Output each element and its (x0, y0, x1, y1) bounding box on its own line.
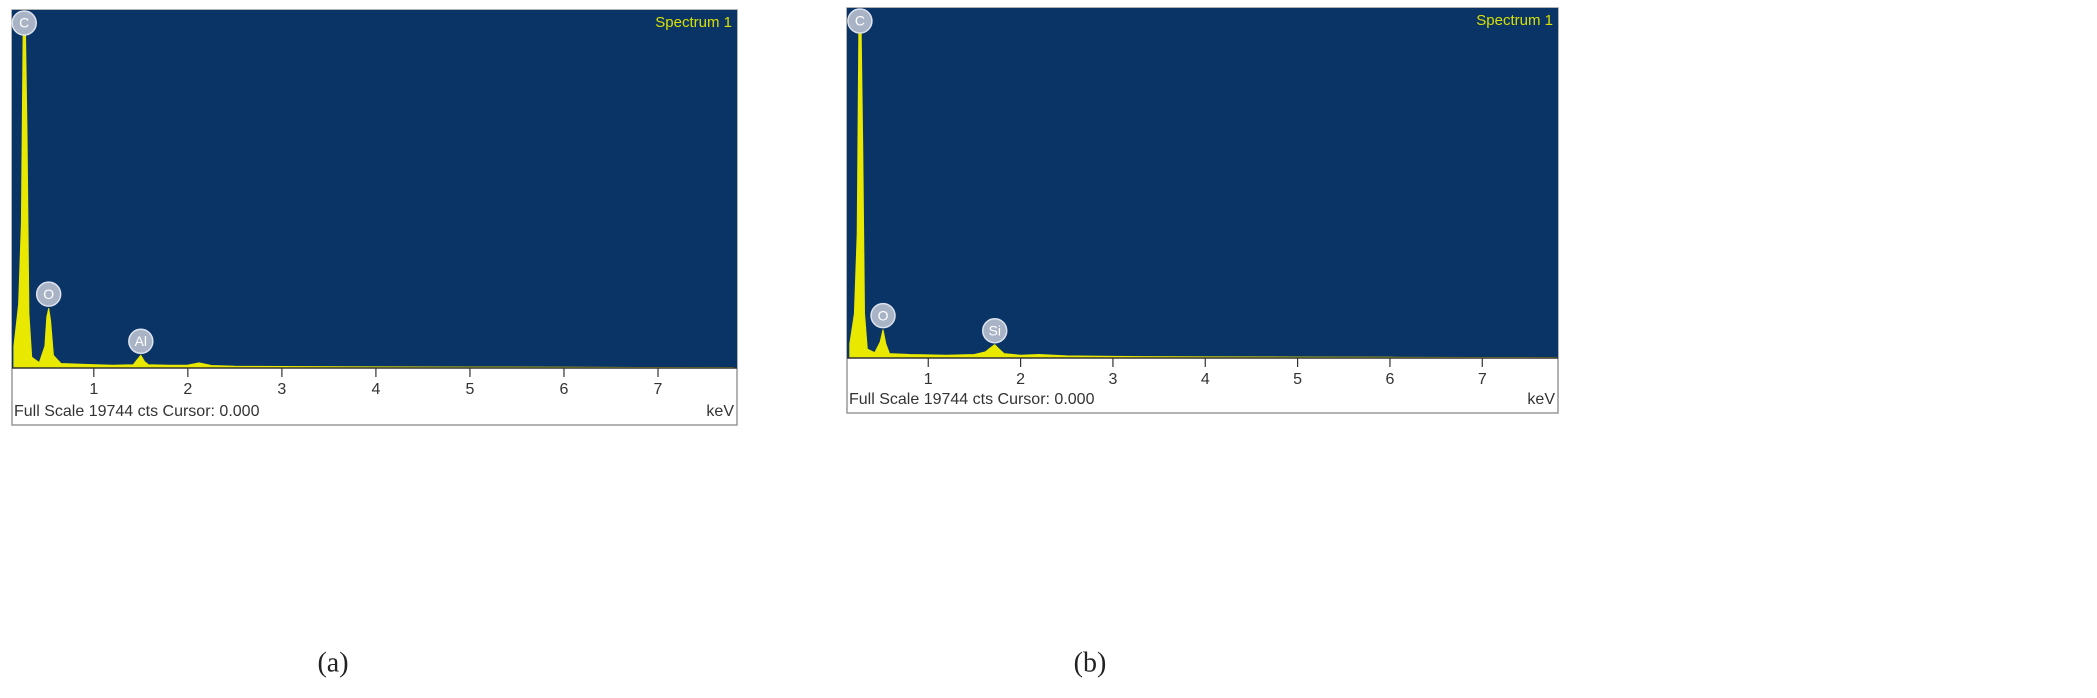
x-tick-label: 5 (1293, 371, 1302, 388)
spectrum-panel: 1 2 3 4 5 6 7 Spectrum 1 Full Scale 19744 cts Cu… (11, 9, 738, 678)
plot-area (847, 8, 1558, 358)
peak-badge (981, 317, 1008, 344)
peak-badge (847, 8, 873, 34)
x-axis-label: keV (1527, 391, 1555, 408)
x-axis-label: keV (706, 403, 734, 420)
x-tick-label: 1 (89, 381, 98, 398)
x-tick-label: 2 (183, 381, 192, 398)
peak-label: C (19, 15, 29, 31)
x-tick-label: 7 (654, 381, 663, 398)
caption: (a) (317, 647, 348, 678)
footer-text: Full Scale 19744 cts Cursor: 0.000 (849, 391, 1095, 408)
x-tick-label: 3 (277, 381, 286, 398)
peak-label: O (878, 307, 889, 323)
x-tick-label: 5 (465, 381, 474, 398)
peak-badge (11, 10, 37, 36)
spectrum-panel: 1 2 3 4 5 6 7 Spectrum 1 Full Scale 19744 cts Cu… (846, 7, 1559, 678)
peak-label: C (855, 13, 865, 29)
x-tick-label: 3 (1108, 371, 1117, 388)
x-tick-label: 1 (924, 371, 933, 388)
peak-label: O (43, 286, 54, 302)
x-tick-label: 2 (1016, 371, 1025, 388)
x-tick-label: 6 (1385, 371, 1394, 388)
footer-text: Full Scale 19744 cts Cursor: 0.000 (14, 403, 260, 420)
chart-title: Spectrum 1 (655, 14, 732, 31)
plot-area (12, 10, 737, 368)
peak-badge (128, 328, 154, 355)
peak-badge (870, 302, 896, 329)
peak-label: Al (135, 333, 147, 349)
chart-title: Spectrum 1 (1476, 12, 1553, 29)
x-tick-label: 7 (1478, 371, 1487, 388)
spectrum-area (849, 11, 1557, 359)
x-tick-label: 6 (560, 381, 569, 398)
peak-label: Si (989, 322, 1001, 338)
x-tick-label: 4 (1201, 371, 1210, 388)
peak-badge (35, 281, 62, 307)
caption: (b) (1074, 647, 1107, 678)
spectrum-area (13, 13, 734, 369)
x-tick-label: 4 (371, 381, 380, 398)
